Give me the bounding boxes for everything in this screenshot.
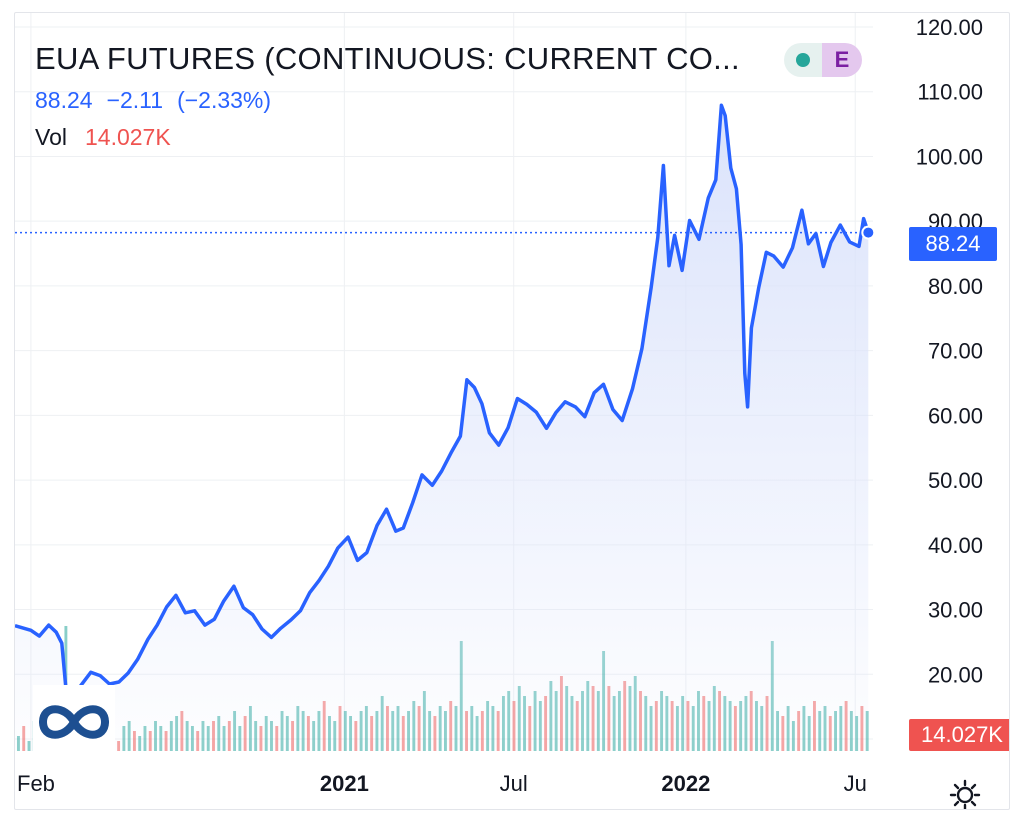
exchange-logo-icon[interactable] bbox=[33, 685, 115, 759]
status-badges[interactable]: E bbox=[784, 43, 862, 77]
price-line bbox=[15, 103, 870, 705]
price-area bbox=[15, 105, 869, 752]
y-tick-label: 60.00 bbox=[928, 403, 983, 428]
market-open-dot-icon[interactable] bbox=[784, 43, 822, 77]
chart-widget[interactable]: 10.0020.0030.0040.0050.0060.0070.0080.00… bbox=[14, 12, 1010, 810]
y-tick-label: 70.00 bbox=[928, 339, 983, 364]
volume-line: Vol 14.027K bbox=[35, 124, 740, 151]
volume-axis-label: 14.027K bbox=[909, 719, 1009, 751]
price-change-percent: (−2.33%) bbox=[177, 87, 272, 113]
price-chart[interactable]: 10.0020.0030.0040.0050.0060.0070.0080.00… bbox=[15, 13, 1009, 809]
exchange-badge[interactable]: E bbox=[822, 43, 862, 77]
x-tick-label: 2022 bbox=[661, 771, 710, 796]
y-tick-label: 80.00 bbox=[928, 274, 983, 299]
y-tick-label: 100.00 bbox=[916, 144, 983, 169]
symbol-title[interactable]: EUA FUTURES (CONTINUOUS: CURRENT CO... bbox=[35, 41, 740, 76]
x-tick-label: Jul bbox=[500, 771, 528, 796]
quote-line: 88.24 −2.11 (−2.33%) bbox=[35, 87, 740, 114]
price-change: −2.11 bbox=[106, 87, 164, 113]
chart-legend: EUA FUTURES (CONTINUOUS: CURRENT CO... 8… bbox=[35, 41, 740, 151]
volume-value: 14.027K bbox=[84, 124, 171, 150]
last-price-axis-label: 88.24 bbox=[909, 227, 997, 261]
last-price-marker bbox=[861, 225, 876, 240]
last-price: 88.24 bbox=[35, 87, 93, 113]
y-tick-label: 120.00 bbox=[916, 15, 983, 40]
y-tick-label: 40.00 bbox=[928, 533, 983, 558]
y-tick-label: 110.00 bbox=[917, 80, 983, 105]
y-tick-label: 20.00 bbox=[928, 662, 983, 687]
x-tick-label: 2021 bbox=[320, 771, 369, 796]
x-tick-label: Ju bbox=[844, 771, 867, 796]
volume-label: Vol bbox=[35, 124, 67, 150]
gear-icon[interactable] bbox=[949, 779, 981, 809]
x-tick-label: Feb bbox=[17, 771, 55, 796]
y-tick-label: 30.00 bbox=[928, 598, 983, 623]
y-tick-label: 50.00 bbox=[928, 468, 983, 493]
